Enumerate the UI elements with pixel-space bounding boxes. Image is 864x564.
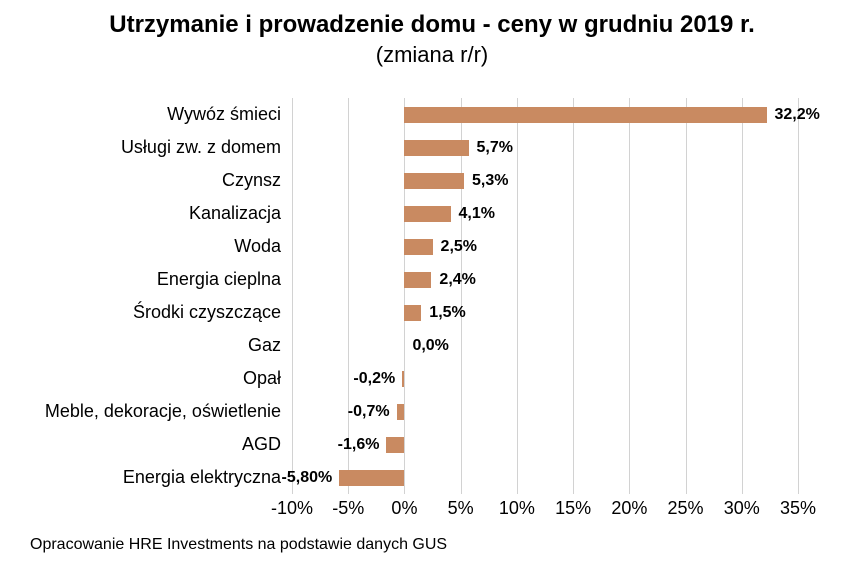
gridline [404,98,406,494]
x-tick-label: 5% [447,498,474,518]
gridlines [292,98,799,494]
x-tick-label: 0% [391,498,418,518]
bar-track: -0,7% [292,395,798,428]
value-label: -1,6% [337,435,380,453]
chart-subtitle: (zmiana r/r) [375,42,489,67]
value-label: 5,7% [476,138,513,156]
chart-title: Utrzymanie i prowadzenie domu - ceny w g… [109,11,755,38]
bar-row: Energia cieplna 2,4% [0,263,864,296]
value-label: 32,2% [774,105,820,123]
bar-row: Energia elektryczna -5,80% [0,461,864,494]
gridline [741,98,743,494]
bar [404,139,469,156]
category-label: Kanalizacja [188,203,281,223]
x-tick-label: 25% [667,498,704,518]
category-label: Środki czyszczące [132,302,281,322]
plot-area: Wywóz śmieci 32,2% Usługi zw. z domem 5,7% C… [0,98,864,494]
bar-track: 5,3% [292,164,798,197]
x-tick-label: -5% [332,498,365,518]
bar-track: 1,5% [292,296,798,329]
x-tick-label: 20% [611,498,648,518]
bar [339,469,405,486]
bar-row: Usługi zw. z domem 5,7% [0,131,864,164]
bar [404,205,451,222]
bar-track: 2,5% [292,230,798,263]
bar [386,436,405,453]
bar-rows: Wywóz śmieci 32,2% Usługi zw. z domem 5,7% C… [0,98,864,494]
bar-track: -0,2% [292,362,798,395]
bar-row: Gaz 0,0% [0,329,864,362]
value-label: 2,5% [440,237,478,255]
gridline [629,98,631,494]
bar-track: -5,80% [282,461,798,494]
value-label: 0,0% [412,336,449,354]
category-label: Czynsz [221,170,281,190]
gridline [516,98,518,494]
bar [402,370,405,387]
value-label: -0,7% [347,402,390,420]
bar [404,304,422,321]
bar [404,172,465,189]
category-label: Energia cieplna [156,269,281,289]
category-label: AGD [241,434,281,454]
category-label: Wywóz śmieci [167,104,281,124]
gridline [348,98,350,494]
bar-row: AGD -1,6% [0,428,864,461]
value-label: 1,5% [429,303,466,321]
gridline [573,98,575,494]
x-tick-label: 35% [779,498,817,518]
gridline [460,98,462,494]
category-label: Woda [234,236,281,256]
bar-row: Meble, dekoracje, oświetlenie -0,7% [0,395,864,428]
x-axis: -10% -5% 0% 5% 10% 15% 20% 25% 30% 35% [271,498,816,524]
bar [404,271,432,288]
category-label: Gaz [247,335,281,355]
gridline [798,98,799,494]
bar-track: 0,0% [292,329,798,362]
category-label: Usługi zw. z domem [120,137,281,157]
category-label: Opał [242,368,281,388]
bar-track: 4,1% [292,197,798,230]
category-label: Meble, dekoracje, oświetlenie [44,401,281,421]
bar [404,106,767,123]
x-tick-label: 15% [555,498,592,518]
bar-track: -1,6% [292,428,798,461]
value-label: -5,80% [281,468,333,486]
bar-row: Wywóz śmieci 32,2% [0,98,864,131]
bar-row: Kanalizacja 4,1% [0,197,864,230]
x-tick-label: 10% [498,498,535,518]
gridline [292,98,293,494]
bar-row: Opał -0,2% [0,362,864,395]
bar [404,238,433,255]
value-label: 2,4% [439,270,476,288]
x-tick-label: 30% [723,498,760,518]
value-label: -0,2% [353,369,396,387]
x-tick-label: -10% [270,498,314,518]
bar-track: 32,2% [292,98,820,131]
value-label: 5,3% [472,171,509,189]
bar-track: 2,4% [292,263,798,296]
source-note: Opracowanie HRE Investments na podstawie… [30,536,448,553]
bar-row: Środki czyszczące 1,5% [0,296,864,329]
category-label: Energia elektryczna [122,467,281,487]
bar-track: 5,7% [292,131,798,164]
bar [396,403,405,420]
bar-row: Woda 2,5% [0,230,864,263]
value-label: 4,1% [458,204,495,222]
gridline [685,98,687,494]
bar-row: Czynsz 5,3% [0,164,864,197]
